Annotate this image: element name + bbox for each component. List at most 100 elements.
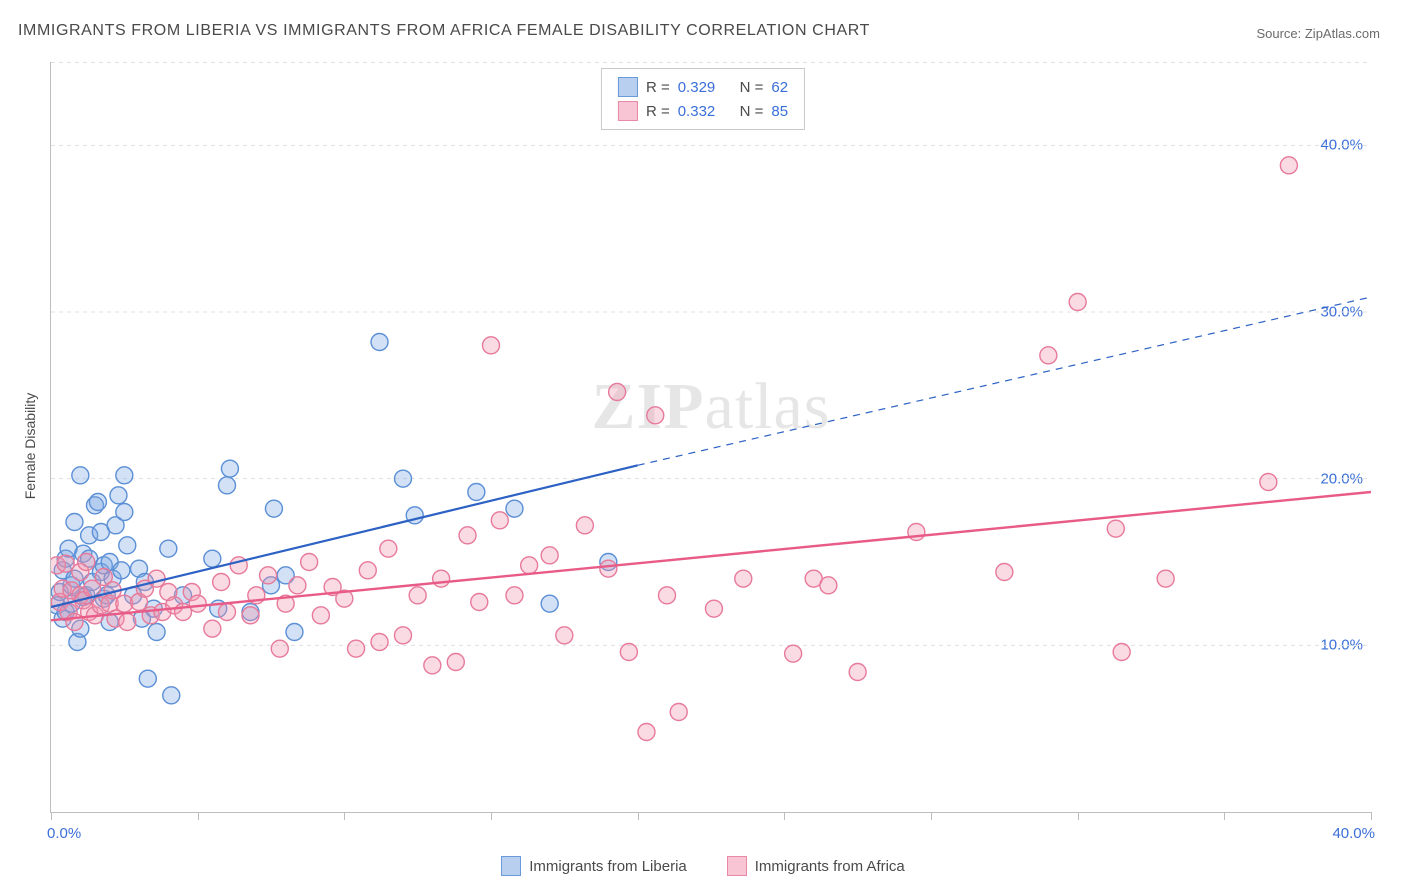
data-point — [670, 704, 687, 721]
data-point — [600, 560, 617, 577]
x-tick — [638, 812, 639, 820]
x-tick — [198, 812, 199, 820]
data-point — [705, 600, 722, 617]
data-point — [221, 460, 238, 477]
data-point — [371, 334, 388, 351]
n-value-blue: 62 — [771, 79, 788, 96]
data-point — [659, 587, 676, 604]
data-point — [647, 407, 664, 424]
data-point — [371, 634, 388, 651]
data-point — [116, 504, 133, 521]
data-point — [735, 570, 752, 587]
source-attribution: Source: ZipAtlas.com — [1256, 26, 1380, 41]
data-point — [506, 500, 523, 517]
data-point — [163, 687, 180, 704]
legend-stats-row: R = 0.329 N = 62 — [618, 75, 788, 99]
data-point — [1113, 644, 1130, 661]
data-point — [409, 587, 426, 604]
data-point — [556, 627, 573, 644]
data-point — [447, 654, 464, 671]
data-point — [189, 595, 206, 612]
chart-svg — [51, 62, 1371, 812]
data-point — [66, 614, 83, 631]
data-point — [541, 595, 558, 612]
r-value-blue: 0.329 — [678, 79, 716, 96]
data-point — [506, 587, 523, 604]
swatch-blue-icon — [618, 77, 638, 97]
data-point — [1157, 570, 1174, 587]
x-tick — [1078, 812, 1079, 820]
data-point — [521, 557, 538, 574]
data-point — [289, 577, 306, 594]
data-point — [113, 562, 130, 579]
n-label: N = — [740, 79, 764, 96]
legend-stats: R = 0.329 N = 62 R = 0.332 N = 85 — [601, 68, 805, 130]
r-label: R = — [646, 103, 670, 120]
legend-stats-row: R = 0.332 N = 85 — [618, 99, 788, 123]
n-value-pink: 85 — [771, 103, 788, 120]
x-tick — [51, 812, 52, 820]
data-point — [119, 537, 136, 554]
data-point — [433, 570, 450, 587]
data-point — [1280, 157, 1297, 174]
plot-area: ZIPatlas 10.0%20.0%30.0%40.0% 0.0% 40.0% — [50, 62, 1371, 813]
trend-line-extrapolated — [638, 297, 1371, 465]
x-tick — [1224, 812, 1225, 820]
data-point — [491, 512, 508, 529]
data-point — [468, 484, 485, 501]
swatch-blue-icon — [501, 856, 521, 876]
data-point — [219, 604, 236, 621]
data-point — [638, 724, 655, 741]
data-point — [483, 337, 500, 354]
data-point — [116, 467, 133, 484]
data-point — [471, 594, 488, 611]
data-point — [359, 562, 376, 579]
data-point — [89, 494, 106, 511]
r-value-pink: 0.332 — [678, 103, 716, 120]
data-point — [1069, 294, 1086, 311]
data-point — [119, 614, 136, 631]
swatch-pink-icon — [618, 101, 638, 121]
data-point — [609, 384, 626, 401]
legend-item: Immigrants from Liberia — [501, 856, 687, 876]
data-point — [380, 540, 397, 557]
data-point — [110, 487, 127, 504]
data-point — [1040, 347, 1057, 364]
x-tick — [344, 812, 345, 820]
data-point — [395, 470, 412, 487]
data-point — [260, 567, 277, 584]
x-tick — [1371, 812, 1372, 820]
data-point — [160, 540, 177, 557]
source-name: ZipAtlas.com — [1305, 26, 1380, 41]
x-tick — [931, 812, 932, 820]
legend-series: Immigrants from Liberia Immigrants from … — [0, 856, 1406, 876]
data-point — [849, 664, 866, 681]
legend-item: Immigrants from Africa — [727, 856, 905, 876]
legend-label: Immigrants from Liberia — [529, 858, 687, 875]
data-point — [820, 577, 837, 594]
data-point — [996, 564, 1013, 581]
x-axis-max-label: 40.0% — [1332, 825, 1375, 842]
data-point — [348, 640, 365, 657]
legend-label: Immigrants from Africa — [755, 858, 905, 875]
data-point — [576, 517, 593, 534]
data-point — [66, 514, 83, 531]
data-point — [78, 554, 95, 571]
data-point — [620, 644, 637, 661]
chart-title: IMMIGRANTS FROM LIBERIA VS IMMIGRANTS FR… — [18, 22, 870, 40]
data-point — [271, 640, 288, 657]
data-point — [424, 657, 441, 674]
data-point — [286, 624, 303, 641]
data-point — [1260, 474, 1277, 491]
source-prefix: Source: — [1256, 26, 1304, 41]
n-label: N = — [740, 103, 764, 120]
r-label: R = — [646, 79, 670, 96]
data-point — [301, 554, 318, 571]
data-point — [242, 607, 259, 624]
data-point — [213, 574, 230, 591]
data-point — [148, 570, 165, 587]
data-point — [265, 500, 282, 517]
data-point — [72, 467, 89, 484]
data-point — [148, 624, 165, 641]
data-point — [312, 607, 329, 624]
